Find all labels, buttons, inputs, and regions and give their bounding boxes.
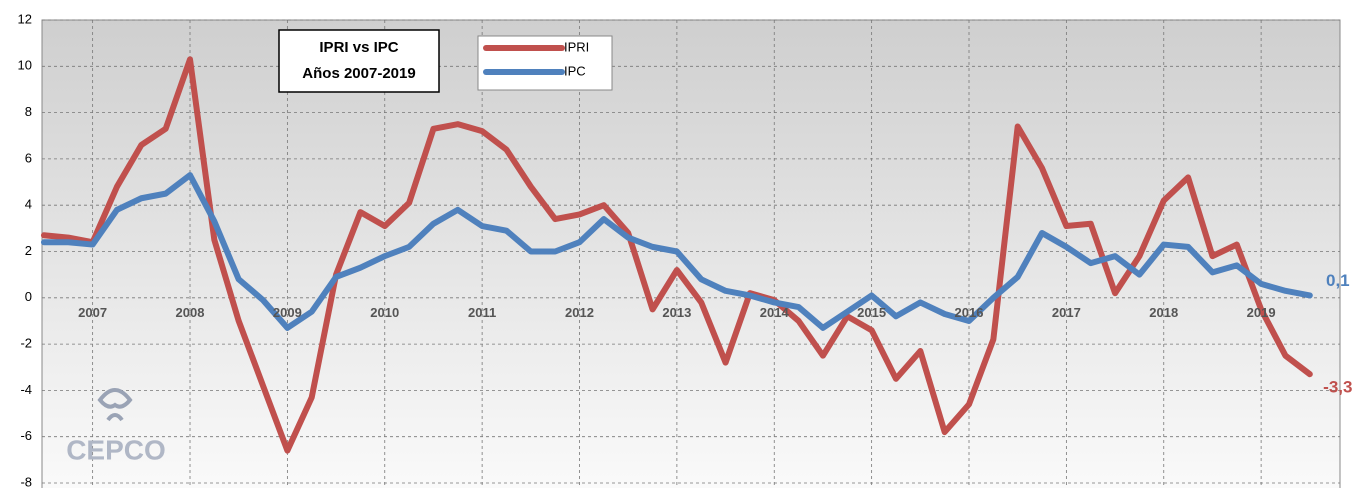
legend-label: IPRI [564, 39, 589, 54]
y-tick-label: 12 [18, 11, 32, 26]
logo-text: CEPCO [66, 434, 166, 465]
title-frame [278, 29, 440, 93]
x-tick-label: 2016 [955, 305, 984, 320]
series-line [40, 172, 1313, 331]
x-tick-label: 2018 [1149, 305, 1178, 320]
x-tick-label: 2007 [78, 305, 107, 320]
x-tick-label: 2014 [760, 305, 790, 320]
plot-area [41, 19, 1341, 488]
value-label: -3,3 [1323, 378, 1352, 397]
legend-label: IPC [564, 63, 586, 78]
y-tick-label: -6 [20, 428, 32, 443]
y-tick-label: 0 [25, 289, 32, 304]
y-tick-label: 10 [18, 58, 32, 73]
x-tick-label: 2017 [1052, 305, 1081, 320]
logo-mark [97, 388, 133, 422]
x-tick-label: 2011 [468, 305, 496, 320]
y-tick-label: -2 [20, 336, 32, 351]
chart-title: IPRI vs IPC [319, 39, 398, 56]
lines [40, 56, 1313, 454]
y-tick-label: 4 [25, 197, 32, 212]
x-tick-label: 2013 [662, 305, 691, 320]
y-tick-label: -4 [20, 382, 32, 397]
x-tick-label: 2012 [565, 305, 594, 320]
x-tick-label: 2009 [273, 305, 302, 320]
x-tick-label: 2019 [1247, 305, 1276, 320]
y-tick-label: -8 [20, 474, 32, 488]
chart-subtitle: Años 2007-2019 [302, 65, 415, 82]
x-tick-label: 2008 [176, 305, 205, 320]
value-label: 0,1 [1326, 271, 1350, 290]
title-box: IPRI vs IPC Años 2007-2019 [278, 29, 440, 93]
y-tick-label: 2 [25, 243, 32, 258]
y-tick-label: 8 [25, 104, 32, 119]
series-line [40, 56, 1313, 454]
legend: IPRI IPC [477, 35, 613, 91]
y-tick-label: 6 [25, 150, 32, 165]
x-tick-label: 2010 [370, 305, 399, 320]
logo: CEPCO [66, 388, 166, 465]
x-tick-label: 2015 [857, 305, 886, 320]
legend-frame [477, 35, 613, 91]
